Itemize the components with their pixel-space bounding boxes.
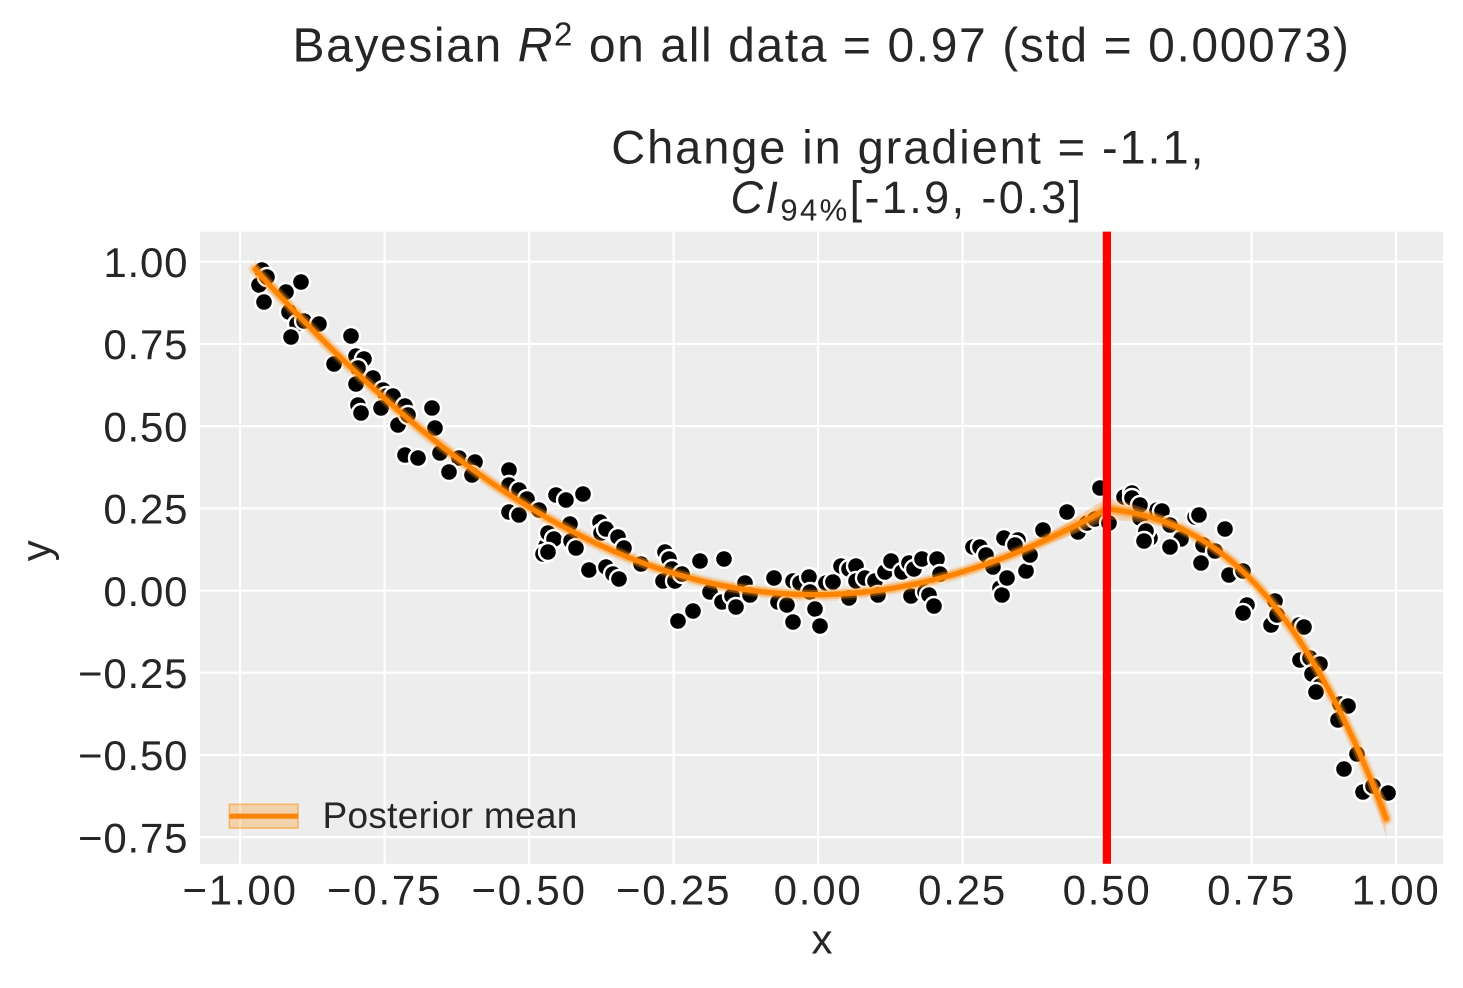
svg-text:Posterior mean: Posterior mean [323,795,578,836]
svg-text:−1.00: −1.00 [182,867,297,914]
svg-text:0.25: 0.25 [918,867,1007,914]
svg-text:1.00: 1.00 [103,239,188,286]
svg-text:−0.50: −0.50 [78,732,188,779]
svg-text:0.00: 0.00 [774,867,863,914]
svg-text:y: y [13,540,60,561]
svg-text:−0.75: −0.75 [78,814,188,861]
svg-text:CI94%[-1.9, -0.3]: CI94%[-1.9, -0.3] [731,172,1084,228]
svg-text:0.25: 0.25 [103,486,188,533]
svg-text:0.00: 0.00 [103,568,188,615]
svg-text:−0.75: −0.75 [327,867,442,914]
svg-text:0.50: 0.50 [1063,867,1152,914]
svg-text:−0.25: −0.25 [78,650,188,697]
svg-text:0.75: 0.75 [1207,867,1296,914]
svg-text:Change in gradient = -1.1,: Change in gradient = -1.1, [611,121,1205,174]
svg-text:Bayesian R2 on all data = 0.97: Bayesian R2 on all data = 0.97 (std = 0.… [293,16,1351,73]
svg-text:0.75: 0.75 [103,321,188,368]
svg-text:−0.50: −0.50 [471,867,586,914]
svg-text:1.00: 1.00 [1352,867,1441,914]
svg-text:−0.25: −0.25 [616,867,731,914]
svg-text:0.50: 0.50 [103,403,188,450]
svg-text:x: x [812,916,833,963]
